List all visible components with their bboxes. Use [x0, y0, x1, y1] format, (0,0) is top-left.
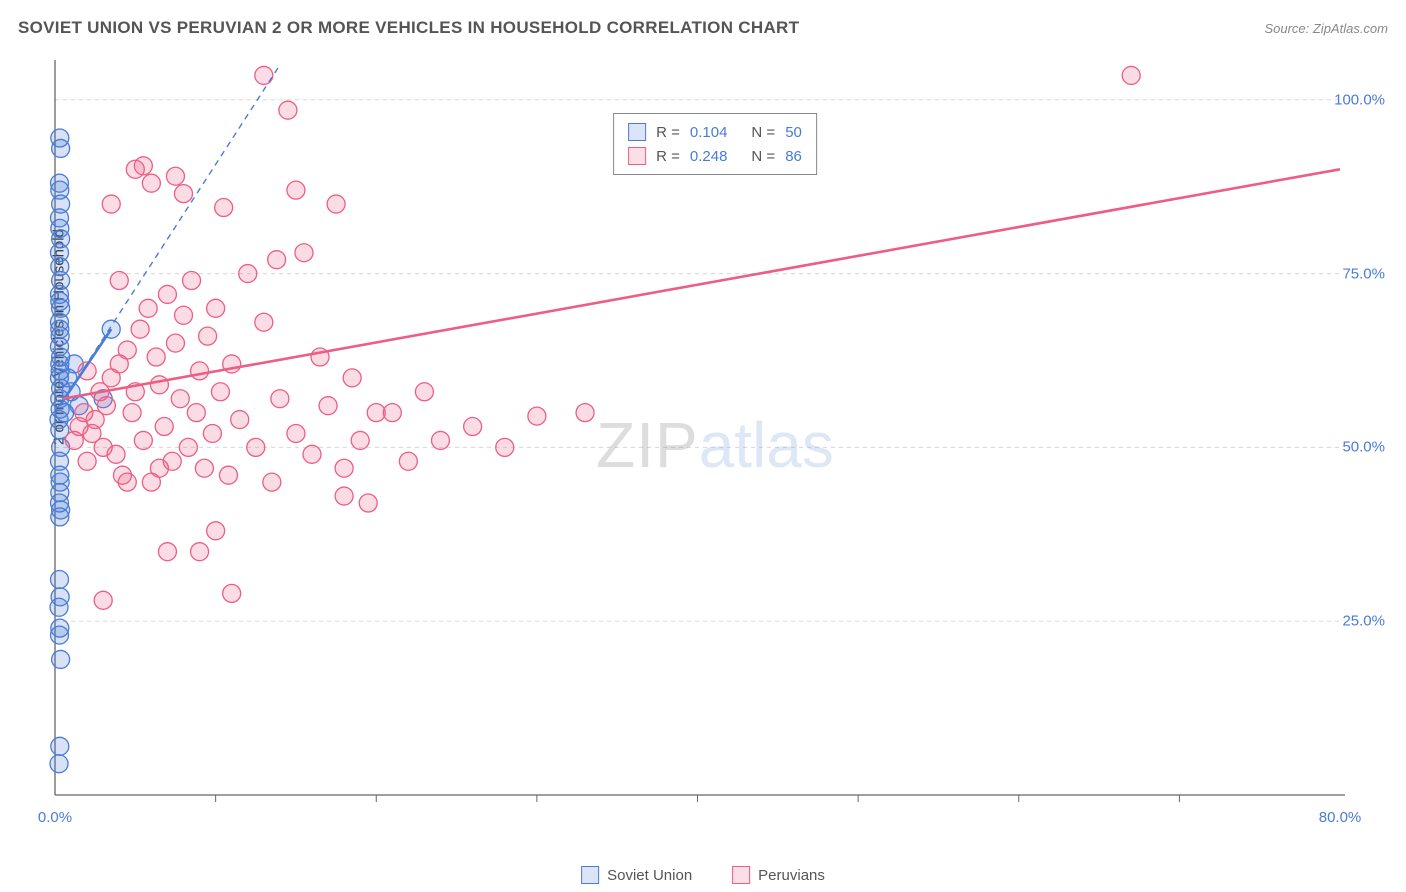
stats-legend-row: R = 0.248 N = 86	[628, 144, 802, 168]
legend-label: Soviet Union	[607, 867, 692, 884]
y-tick-label: 50.0%	[1342, 439, 1385, 456]
chart-source: Source: ZipAtlas.com	[1264, 21, 1388, 36]
legend-item: Peruvians	[732, 866, 825, 884]
legend-swatch	[581, 866, 599, 884]
legend-swatch	[628, 123, 646, 141]
stats-legend: R = 0.104 N = 50 R = 0.248 N = 86	[613, 113, 817, 175]
stat-n-label: N =	[751, 148, 775, 165]
chart-title: SOVIET UNION VS PERUVIAN 2 OR MORE VEHIC…	[18, 18, 799, 38]
source-name: ZipAtlas.com	[1313, 21, 1388, 36]
stat-n-value: 50	[785, 124, 802, 141]
chart-container: 2 or more Vehicles in Household ZIPatlas…	[45, 55, 1385, 835]
x-tick-label: 80.0%	[1319, 809, 1362, 826]
legend-item: Soviet Union	[581, 866, 692, 884]
chart-header: SOVIET UNION VS PERUVIAN 2 OR MORE VEHIC…	[18, 18, 1388, 38]
stat-r-label: R =	[656, 124, 680, 141]
stat-r-value: 0.248	[690, 148, 728, 165]
legend-label: Peruvians	[758, 867, 825, 884]
legend-swatch	[732, 866, 750, 884]
legend-swatch	[628, 147, 646, 165]
y-tick-label: 100.0%	[1334, 91, 1385, 108]
source-prefix: Source:	[1264, 21, 1312, 36]
stats-legend-row: R = 0.104 N = 50	[628, 120, 802, 144]
y-tick-label: 75.0%	[1342, 265, 1385, 282]
series-legend: Soviet Union Peruvians	[581, 866, 825, 884]
x-tick-label: 0.0%	[38, 809, 72, 826]
stat-n-value: 86	[785, 148, 802, 165]
stat-r-value: 0.104	[690, 124, 728, 141]
stat-n-label: N =	[751, 124, 775, 141]
stat-r-label: R =	[656, 148, 680, 165]
y-tick-label: 25.0%	[1342, 613, 1385, 630]
